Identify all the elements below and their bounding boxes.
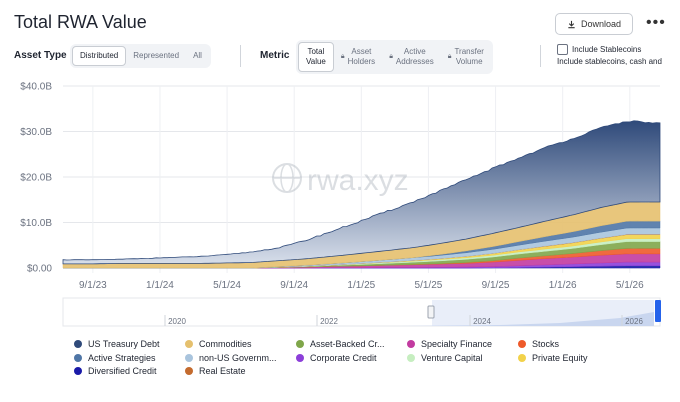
legend-item[interactable]: Active Strategies (74, 353, 156, 363)
legend-item[interactable]: Corporate Credit (296, 353, 377, 363)
legend-label: non-US Governm... (199, 352, 277, 363)
legend-item[interactable]: Venture Capital (407, 353, 483, 363)
chart-areas (62, 120, 661, 269)
asset-type-all[interactable]: All (193, 51, 202, 60)
legend-label: Stocks (532, 339, 560, 349)
legend-label: Asset-Backed Cr... (310, 339, 385, 349)
divider (240, 45, 241, 67)
page-title: Total RWA Value (14, 12, 147, 32)
legend-item[interactable]: Stocks (518, 339, 559, 349)
navigator-label: 2026 (625, 317, 643, 326)
metric-asset-holders-l2: Holders (347, 57, 376, 66)
metric-active-addresses-l1: Active (403, 47, 426, 56)
legend-swatch (296, 340, 304, 348)
watermark-globe-icon (272, 163, 302, 193)
x-tick-label: 5/1/25 (415, 280, 443, 291)
legend-swatch (185, 353, 193, 362)
x-tick-label: 9/1/25 (482, 280, 510, 291)
legend-label: US Treasury Debt (88, 339, 160, 349)
navigator-mini-area (63, 312, 654, 326)
metric-selector: Total Value 🔒︎ Asset Holders 🔒︎ Active A… (296, 40, 493, 74)
navigator-label: 2024 (473, 317, 491, 326)
legend-swatch (74, 367, 82, 375)
watermark: rwa.xyz (272, 163, 409, 197)
legend-item[interactable]: Commodities (185, 339, 252, 349)
asset-type-distributed[interactable]: Distributed (72, 46, 127, 66)
x-tick-label: 1/1/26 (549, 280, 577, 291)
watermark-text: rwa.xyz (307, 164, 409, 197)
range-navigator: 2020 2022 2024 2026 (62, 297, 661, 327)
legend-item[interactable]: Real Estate (185, 366, 246, 376)
legend-label: Corporate Credit (310, 352, 377, 363)
legend-swatch (407, 353, 415, 362)
metric-transfer-volume-l1: Transfer (454, 47, 484, 56)
x-tick-label: 5/1/26 (616, 280, 644, 291)
navigator-label: 2020 (168, 317, 186, 326)
legend-swatch (74, 353, 82, 362)
legend-item[interactable]: US Treasury Debt (74, 339, 160, 349)
include-stablecoins-label: Include Stablecoins (572, 45, 642, 54)
x-tick-label: 1/1/24 (146, 280, 174, 291)
legend-swatch (518, 340, 526, 348)
download-button[interactable]: Download (555, 13, 633, 35)
legend-swatch (407, 340, 415, 348)
legend-label: Venture Capital (421, 352, 483, 363)
metric-total-value-l2: Value (306, 57, 326, 66)
metric-asset-holders[interactable]: 🔒︎ Asset Holders (334, 42, 382, 72)
x-tick-label: 5/1/24 (213, 280, 241, 291)
navigator-handle-left (427, 305, 435, 319)
divider (540, 45, 541, 67)
legend-label: Commodities (199, 339, 252, 349)
x-tick-label: 1/1/25 (347, 280, 375, 291)
legend-swatch (185, 340, 193, 348)
legend-swatch (185, 367, 193, 375)
metric-asset-holders-l1: Asset (351, 47, 372, 56)
metric-total-value[interactable]: Total Value (298, 42, 334, 72)
legend-item[interactable]: Private Equity (518, 353, 588, 363)
y-tick-label: $10.0B (20, 218, 52, 229)
download-label: Download (580, 19, 622, 29)
y-tick-label: $0.00 (27, 264, 52, 275)
asset-type-label: Asset Type (14, 50, 67, 61)
lock-icon: 🔒︎ (447, 53, 452, 60)
legend-item[interactable]: non-US Governm... (185, 353, 277, 363)
include-stablecoins-checkbox[interactable] (557, 44, 568, 55)
metric-label: Metric (260, 50, 290, 61)
legend-label: Specialty Finance (421, 339, 493, 349)
metric-total-value-l1: Total (307, 47, 325, 56)
y-tick-label: $20.0B (20, 173, 52, 184)
metric-transfer-volume-l2: Volume (455, 57, 483, 66)
legend-item[interactable]: Diversified Credit (74, 366, 157, 376)
legend-label: Diversified Credit (88, 366, 157, 376)
navigator-label: 2022 (320, 317, 338, 326)
x-tick-label: 9/1/24 (280, 280, 308, 291)
include-stablecoins-sub: Include stablecoins, cash and (557, 57, 662, 66)
legend-label: Active Strategies (88, 352, 156, 363)
metric-active-addresses[interactable]: 🔒︎ Active Addresses (382, 42, 441, 72)
asset-type-represented[interactable]: Represented (133, 51, 180, 60)
more-icon[interactable]: ••• (646, 14, 666, 31)
legend-label: Private Equity (532, 352, 588, 363)
y-axis-labels: $0.00 $10.0B $20.0B $30.0B $40.0B (20, 82, 52, 275)
asset-type-selector: Distributed Represented All (70, 44, 211, 68)
x-axis-labels: 9/1/23 1/1/24 5/1/24 9/1/24 1/1/25 5/1/25 9/1/… (79, 280, 644, 291)
metric-transfer-volume[interactable]: 🔒︎ Transfer Volume (441, 42, 491, 72)
y-tick-label: $30.0B (20, 127, 52, 138)
navigator-handle-right (655, 300, 661, 322)
rwa-stacked-area-chart: rwa.xyz $0.00 $10.0B $20.0B $30.0B $40.0B 9/… (20, 82, 661, 327)
legend-swatch (518, 353, 526, 362)
legend-item[interactable]: Asset-Backed Cr... (296, 339, 385, 349)
legend-label: Real Estate (199, 366, 246, 376)
legend-item[interactable]: Specialty Finance (407, 339, 492, 349)
metric-active-addresses-l2: Addresses (395, 57, 434, 66)
x-tick-label: 9/1/23 (79, 280, 107, 291)
legend-swatch (296, 353, 304, 362)
y-tick-label: $40.0B (20, 82, 52, 93)
lock-icon: 🔒︎ (389, 53, 393, 60)
download-icon (568, 20, 575, 28)
area-us-treasury-debt (62, 120, 661, 265)
lock-icon: 🔒︎ (340, 53, 345, 60)
legend-swatch (74, 340, 82, 348)
